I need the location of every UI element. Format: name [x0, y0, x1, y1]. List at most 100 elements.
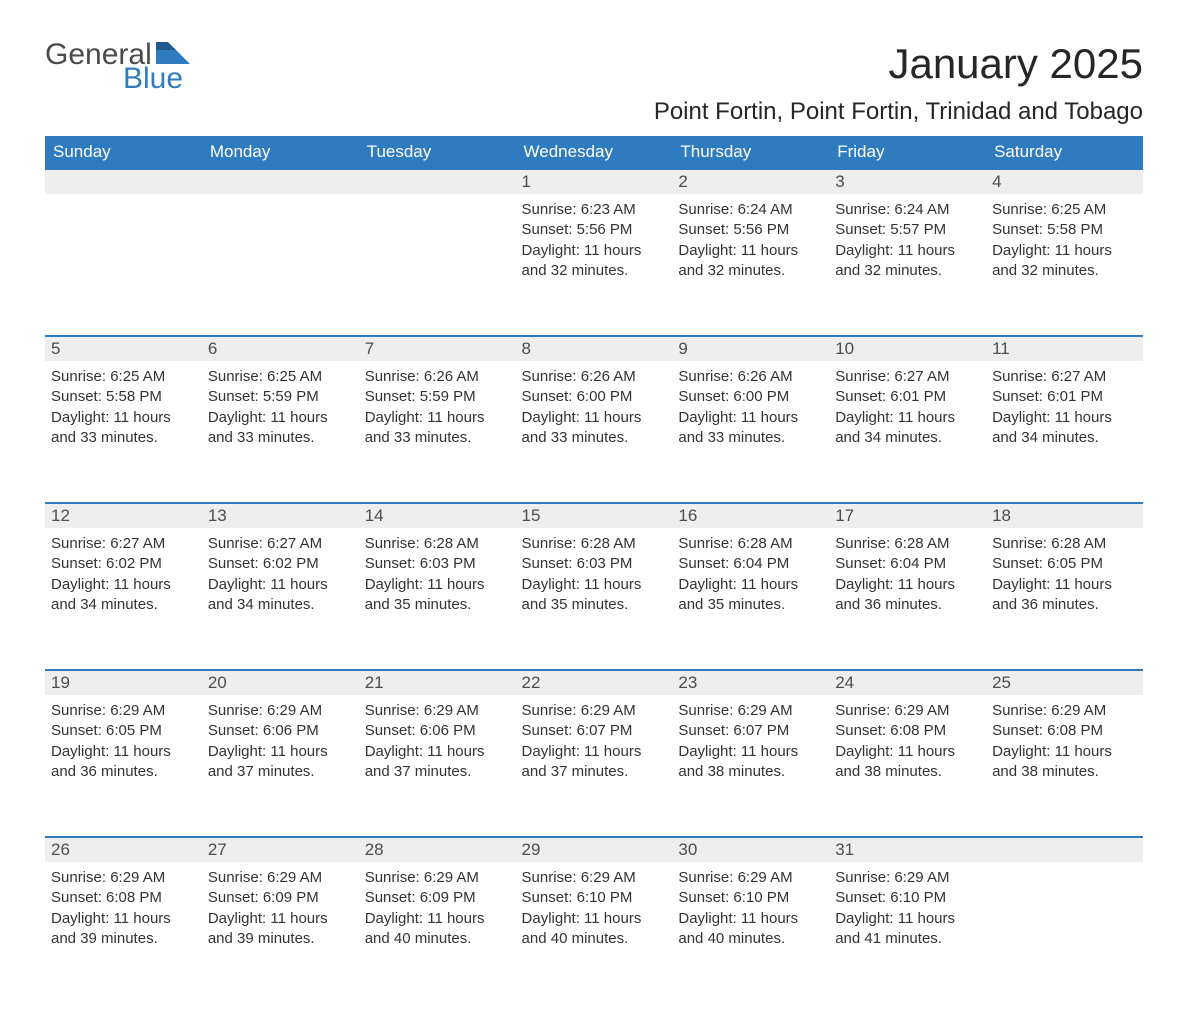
weekday-header: Wednesday — [516, 136, 673, 169]
sunrise-line: Sunrise: 6:29 AM — [522, 701, 667, 721]
sunrise-line: Sunrise: 6:28 AM — [522, 534, 667, 554]
day-number-cell: 27 — [202, 837, 359, 862]
weekday-header: Friday — [829, 136, 986, 169]
day-number-row: 19202122232425 — [45, 670, 1143, 695]
header: General Blue January 2025 — [45, 40, 1143, 94]
daylight-line: Daylight: 11 hours and 40 minutes. — [522, 909, 667, 950]
calendar-table: Sunday Monday Tuesday Wednesday Thursday… — [45, 136, 1143, 1004]
weekday-header: Sunday — [45, 136, 202, 169]
day-number-cell: 28 — [359, 837, 516, 862]
daylight-line: Daylight: 11 hours and 33 minutes. — [365, 408, 510, 449]
sunrise-line: Sunrise: 6:27 AM — [51, 534, 196, 554]
sunset-line: Sunset: 5:59 PM — [208, 387, 353, 407]
sunset-line: Sunset: 6:08 PM — [835, 721, 980, 741]
daylight-line: Daylight: 11 hours and 34 minutes. — [208, 575, 353, 616]
sunrise-line: Sunrise: 6:27 AM — [208, 534, 353, 554]
sunrise-line: Sunrise: 6:24 AM — [835, 200, 980, 220]
day-data-cell: Sunrise: 6:29 AMSunset: 6:10 PMDaylight:… — [516, 862, 673, 1004]
sunset-line: Sunset: 6:04 PM — [678, 554, 823, 574]
sunrise-line: Sunrise: 6:29 AM — [835, 701, 980, 721]
day-data-cell: Sunrise: 6:26 AMSunset: 6:00 PMDaylight:… — [516, 361, 673, 503]
sunrise-line: Sunrise: 6:25 AM — [992, 200, 1137, 220]
day-data-cell: Sunrise: 6:25 AMSunset: 5:58 PMDaylight:… — [986, 194, 1143, 336]
sunset-line: Sunset: 5:58 PM — [51, 387, 196, 407]
day-number-cell: 19 — [45, 670, 202, 695]
day-data-cell: Sunrise: 6:29 AMSunset: 6:09 PMDaylight:… — [359, 862, 516, 1004]
daylight-line: Daylight: 11 hours and 36 minutes. — [835, 575, 980, 616]
daylight-line: Daylight: 11 hours and 32 minutes. — [992, 241, 1137, 282]
sunrise-line: Sunrise: 6:26 AM — [365, 367, 510, 387]
day-data-cell: Sunrise: 6:23 AMSunset: 5:56 PMDaylight:… — [516, 194, 673, 336]
daylight-line: Daylight: 11 hours and 37 minutes. — [365, 742, 510, 783]
page-title: January 2025 — [888, 40, 1143, 88]
day-number-cell: 22 — [516, 670, 673, 695]
brand-logo: General Blue — [45, 40, 190, 94]
sunrise-line: Sunrise: 6:29 AM — [51, 868, 196, 888]
day-data-cell: Sunrise: 6:24 AMSunset: 5:56 PMDaylight:… — [672, 194, 829, 336]
sunset-line: Sunset: 5:58 PM — [992, 220, 1137, 240]
day-data-cell: Sunrise: 6:29 AMSunset: 6:06 PMDaylight:… — [359, 695, 516, 837]
sunset-line: Sunset: 6:00 PM — [678, 387, 823, 407]
sunrise-line: Sunrise: 6:26 AM — [678, 367, 823, 387]
day-number-cell: 18 — [986, 503, 1143, 528]
sunset-line: Sunset: 5:56 PM — [522, 220, 667, 240]
day-number-cell: 8 — [516, 336, 673, 361]
sunset-line: Sunset: 6:10 PM — [678, 888, 823, 908]
day-data-row: Sunrise: 6:25 AM Sunset: 5:58 PM Daylight:… — [45, 361, 1143, 503]
sunrise-line: Sunrise: 6:29 AM — [678, 868, 823, 888]
day-number-cell: 25 — [986, 670, 1143, 695]
day-data-cell: Sunrise: 6:29 AMSunset: 6:06 PMDaylight:… — [202, 695, 359, 837]
day-data-cell: Sunrise: 6:29 AMSunset: 6:08 PMDaylight:… — [829, 695, 986, 837]
daylight-line: Daylight: 11 hours and 38 minutes. — [992, 742, 1137, 783]
day-data-row: Sunrise: 6:29 AMSunset: 6:08 PMDaylight:… — [45, 862, 1143, 1004]
daylight-line: Daylight: 11 hours and 33 minutes. — [522, 408, 667, 449]
day-data-cell: Sunrise: 6:29 AMSunset: 6:08 PMDaylight:… — [45, 862, 202, 1004]
day-data-cell: Sunrise: 6:29 AMSunset: 6:07 PMDaylight:… — [672, 695, 829, 837]
sunset-line: Sunset: 6:10 PM — [835, 888, 980, 908]
daylight-line: Daylight: 11 hours and 38 minutes. — [835, 742, 980, 783]
day-number-row: 1234 — [45, 169, 1143, 194]
sunset-line: Sunset: 6:01 PM — [835, 387, 980, 407]
day-data-row: Sunrise: 6:23 AMSunset: 5:56 PMDaylight:… — [45, 194, 1143, 336]
weekday-header: Tuesday — [359, 136, 516, 169]
sunrise-line: Sunrise: 6:25 AM — [208, 367, 353, 387]
day-data-cell — [359, 194, 516, 336]
weekday-header: Saturday — [986, 136, 1143, 169]
day-data-cell: Sunrise: 6:27 AMSunset: 6:02 PMDaylight:… — [45, 528, 202, 670]
sunset-line: Sunset: 6:03 PM — [522, 554, 667, 574]
day-data-cell: Sunrise: 6:29 AMSunset: 6:08 PMDaylight:… — [986, 695, 1143, 837]
daylight-line: Daylight: 11 hours and 41 minutes. — [835, 909, 980, 950]
day-number-cell: 7 — [359, 336, 516, 361]
day-number-cell: 10 — [829, 336, 986, 361]
day-number-row: 567891011 — [45, 336, 1143, 361]
day-number-cell — [359, 169, 516, 194]
day-number-cell: 9 — [672, 336, 829, 361]
sunrise-line: Sunrise: 6:29 AM — [678, 701, 823, 721]
sunset-line: Sunset: 6:06 PM — [365, 721, 510, 741]
daylight-line: Daylight: 11 hours and 34 minutes. — [51, 575, 196, 616]
sunrise-line: Sunrise: 6:26 AM — [522, 367, 667, 387]
sunset-line: Sunset: 6:08 PM — [51, 888, 196, 908]
day-number-cell: 1 — [516, 169, 673, 194]
sunrise-line: Sunrise: 6:29 AM — [51, 701, 196, 721]
sunset-line: Sunset: 6:00 PM — [522, 387, 667, 407]
location-subtitle: Point Fortin, Point Fortin, Trinidad and… — [45, 98, 1143, 126]
sunset-line: Sunset: 6:07 PM — [678, 721, 823, 741]
sunrise-line: Sunrise: 6:28 AM — [835, 534, 980, 554]
day-number-cell: 21 — [359, 670, 516, 695]
sunrise-line: Sunrise: 6:29 AM — [208, 701, 353, 721]
daylight-line: Daylight: 11 hours and 37 minutes. — [522, 742, 667, 783]
brand-word-2: Blue — [123, 64, 190, 94]
day-data-cell: Sunrise: 6:27 AMSunset: 6:01 PMDaylight:… — [829, 361, 986, 503]
daylight-line: Daylight: 11 hours and 33 minutes. — [208, 408, 353, 449]
sunrise-line: Sunrise: 6:29 AM — [992, 701, 1137, 721]
day-data-cell: Sunrise: 6:28 AMSunset: 6:03 PMDaylight:… — [359, 528, 516, 670]
day-data-cell — [45, 194, 202, 336]
day-number-cell: 23 — [672, 670, 829, 695]
day-number-cell: 13 — [202, 503, 359, 528]
sunset-line: Sunset: 6:04 PM — [835, 554, 980, 574]
sunrise-line: Sunrise: 6:29 AM — [208, 868, 353, 888]
day-number-row: 262728293031 — [45, 837, 1143, 862]
sunrise-line: Sunrise: 6:28 AM — [992, 534, 1137, 554]
daylight-line: Daylight: 11 hours and 35 minutes. — [522, 575, 667, 616]
